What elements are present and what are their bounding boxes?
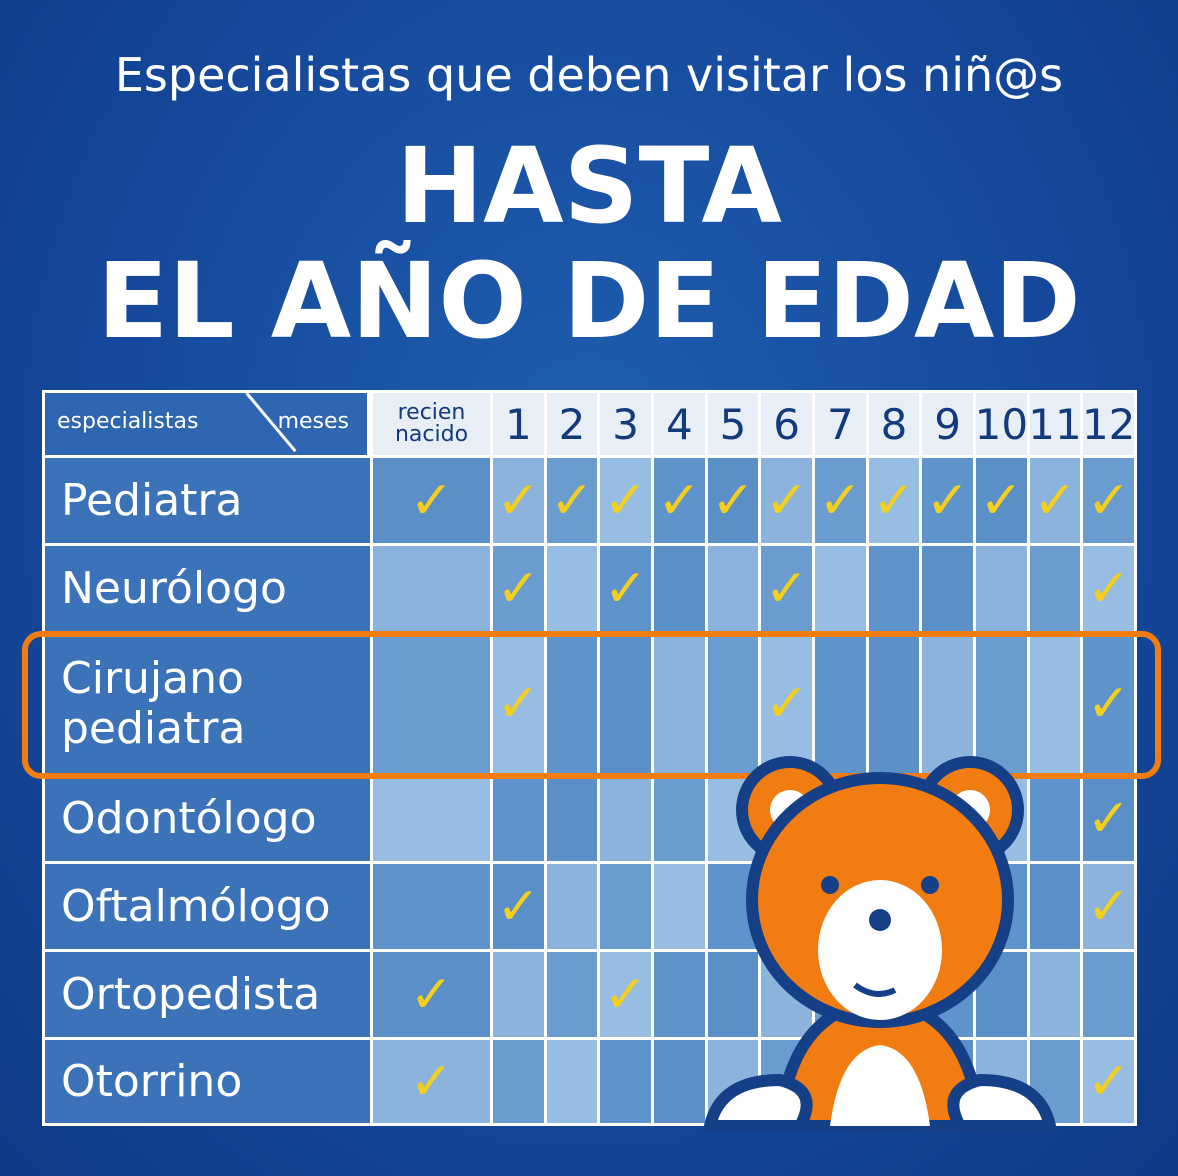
corner-label: especialistas: [57, 409, 199, 434]
column-header: 4: [651, 390, 708, 458]
title: EL AÑO DE EDAD: [97, 240, 1081, 362]
title: HASTA: [396, 125, 782, 247]
cell: ✓: [651, 455, 708, 546]
cell: [1026, 861, 1084, 952]
cell: [490, 949, 547, 1040]
cell: ✓: [490, 543, 547, 634]
cell: ✓: [919, 455, 976, 546]
corner-label: meses: [277, 409, 349, 434]
cell: ✓: [758, 455, 815, 546]
row-label: Pediatra: [42, 455, 373, 546]
row-label: Odontólogo: [42, 773, 373, 864]
cell: [651, 861, 708, 952]
cell: [597, 1037, 654, 1126]
row-label: Cirujano pediatra: [42, 631, 373, 776]
subtitle: Especialistas que deben visitar los niñ@…: [114, 48, 1064, 102]
bear: [702, 756, 1058, 1132]
cell: [1026, 543, 1084, 634]
column-header: 9: [919, 390, 976, 458]
cell: ✓: [1080, 773, 1137, 864]
column-header: 6: [758, 390, 815, 458]
cell: ✓: [1080, 861, 1137, 952]
cell: ✓: [370, 455, 493, 546]
cell: [1026, 1037, 1084, 1126]
column-header: 10: [973, 390, 1030, 458]
cell: [651, 773, 708, 864]
cell: ✓: [597, 949, 654, 1040]
cell: ✓: [370, 949, 493, 1040]
cell: [865, 631, 923, 776]
cell: ✓: [490, 455, 547, 546]
cell: ✓: [865, 455, 923, 546]
cell: ✓: [597, 543, 654, 634]
cell: ✓: [704, 455, 762, 546]
cell: ✓: [370, 1037, 493, 1126]
row-label: Neurólogo: [42, 543, 373, 634]
row-label: Otorrino: [42, 1037, 373, 1126]
column-header: 12: [1080, 390, 1137, 458]
highlight-box: [22, 631, 1161, 779]
cell: ✓: [1080, 1037, 1137, 1126]
